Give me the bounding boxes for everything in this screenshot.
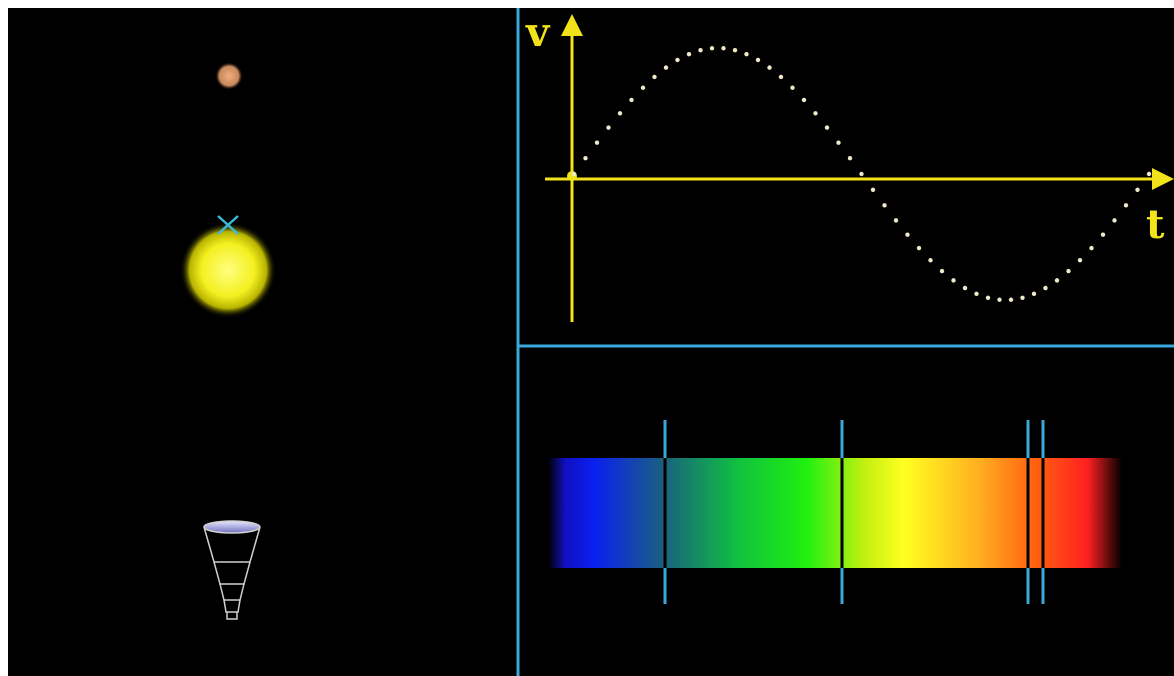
- curve-dot: [1100, 232, 1106, 237]
- curve-dot: [974, 291, 979, 297]
- curve-dot: [1123, 203, 1129, 208]
- curve-dot: [755, 57, 761, 63]
- curve-dot: [721, 46, 726, 51]
- curve-dot: [836, 140, 841, 145]
- curve-dot: [778, 74, 784, 80]
- curve-dot: [709, 46, 715, 51]
- curve-dot: [767, 65, 772, 70]
- curve-dot: [985, 295, 991, 300]
- curve-dot: [801, 97, 807, 103]
- curve-dot: [1135, 187, 1140, 192]
- curve-dot: [1054, 278, 1060, 283]
- curve-dot: [813, 111, 818, 116]
- curve-dot: [1031, 291, 1037, 297]
- background: [8, 8, 1174, 676]
- curve-dot: [744, 51, 749, 57]
- curve-dot: [698, 48, 703, 53]
- curve-dot: [1146, 171, 1152, 177]
- planet: [215, 62, 243, 90]
- curve-dot: [916, 245, 922, 251]
- curve-dot: [824, 125, 830, 130]
- telescope: [203, 520, 261, 620]
- curve-dot: [732, 48, 738, 53]
- curve-dot: [629, 97, 634, 103]
- curve-dot: [962, 285, 968, 291]
- curve-dot: [859, 171, 864, 177]
- absorption-lines: [663, 420, 1045, 604]
- velocity-axes: [545, 14, 1174, 322]
- curve-dot: [1020, 295, 1025, 300]
- curve-dot: [790, 85, 795, 90]
- center-of-mass: [217, 215, 239, 235]
- curve-dot: [1077, 258, 1083, 263]
- curve-dot: [663, 65, 669, 70]
- curve-dot: [675, 57, 680, 63]
- curve-dot: [1043, 285, 1048, 291]
- velocity-curve: [571, 46, 1152, 302]
- curve-dot: [1066, 268, 1071, 274]
- curve-dot: [571, 171, 577, 177]
- spectrum: [548, 458, 1122, 568]
- curve-dot: [594, 140, 600, 145]
- curve-dot: [1008, 297, 1014, 302]
- curve-dot: [617, 111, 623, 116]
- curve-dot: [951, 278, 956, 283]
- curve-dot: [640, 85, 646, 90]
- curve-dot: [606, 125, 611, 130]
- curve-dot: [847, 156, 853, 161]
- curve-dot: [652, 74, 657, 80]
- curve-dot: [882, 203, 887, 208]
- curve-dot: [905, 232, 910, 237]
- curve-dot: [1112, 218, 1117, 223]
- curve-dot: [686, 51, 692, 57]
- curve-dot: [997, 297, 1002, 302]
- star: [180, 222, 276, 318]
- curve-dot: [928, 258, 933, 263]
- curve-dot: [1089, 245, 1094, 251]
- x-axis-label: t: [1146, 201, 1165, 248]
- curve-dot: [583, 156, 588, 161]
- curve-dot: [893, 218, 899, 223]
- y-axis-label: v: [525, 9, 551, 56]
- curve-dot: [939, 268, 945, 274]
- curve-dot: [870, 187, 876, 192]
